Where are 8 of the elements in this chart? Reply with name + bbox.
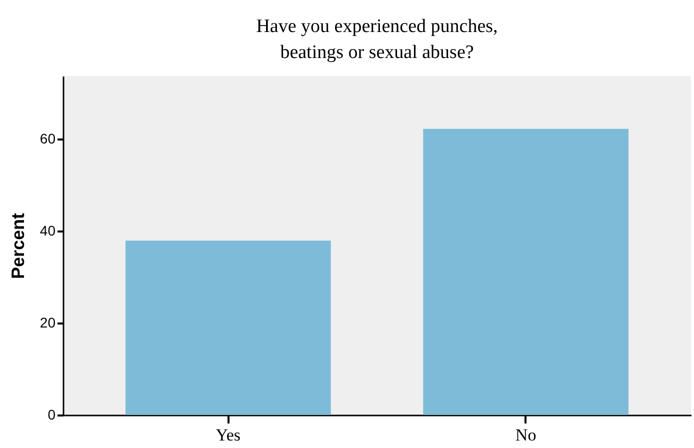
y-tick-label: 20 [40,314,56,331]
y-tick-label: 40 [40,222,56,239]
chart-title: Have you experienced punches, beatings or sexual abuse? [256,16,498,63]
y-tick-label: 60 [40,130,56,147]
x-tick-label: Yes [216,426,241,444]
y-axis-title: Percent [8,212,28,280]
y-tick-label: 0 [48,406,56,422]
x-tick-label: No [515,426,536,444]
